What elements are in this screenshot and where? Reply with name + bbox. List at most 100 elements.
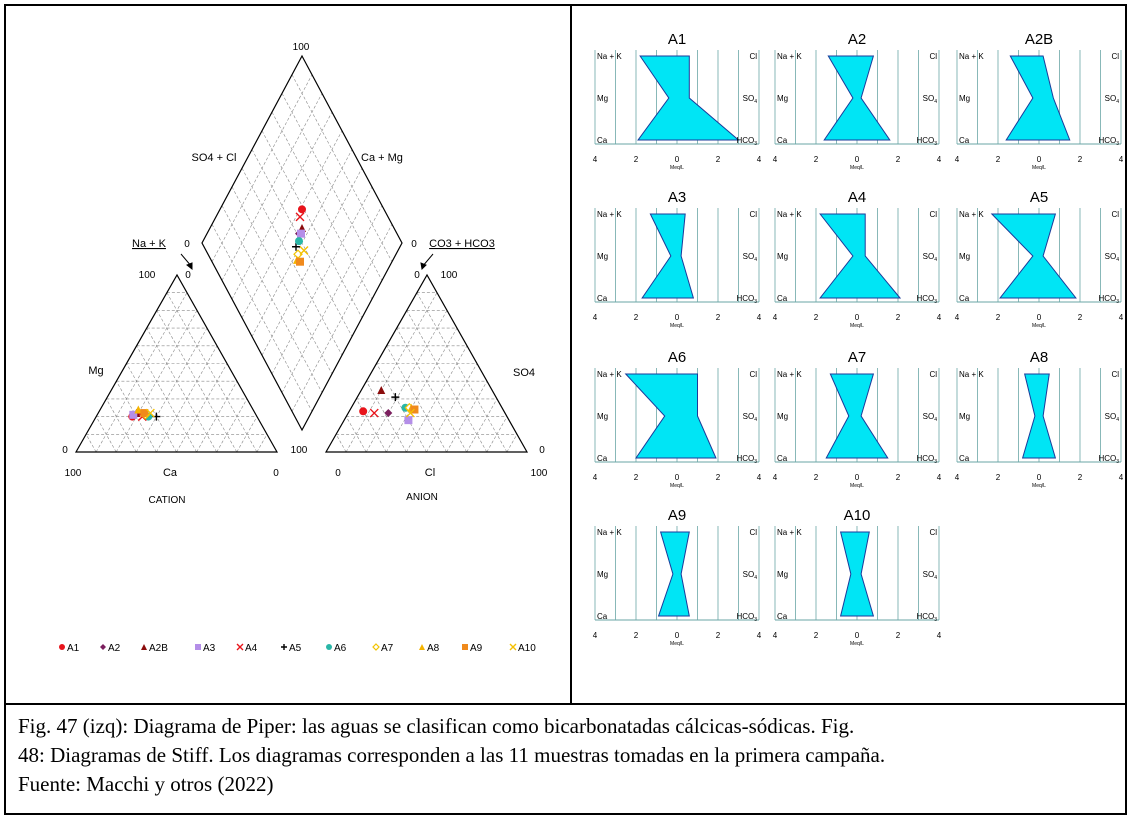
stiff-tick-label: 2 bbox=[716, 631, 721, 640]
legend-marker-a8 bbox=[419, 644, 425, 650]
diamond-gridline bbox=[281, 205, 383, 393]
cation-point-a10 bbox=[145, 408, 155, 418]
stiff-right-ion-label: HCO3 bbox=[736, 136, 757, 147]
stiff-right-ion-label: Cl bbox=[749, 210, 757, 219]
diamond-top-label: 100 bbox=[293, 42, 310, 53]
stiff-xlabel: Meq/L bbox=[850, 483, 864, 489]
legend-marker-a10 bbox=[509, 643, 517, 651]
stiff-tick-label: 2 bbox=[814, 473, 819, 482]
stiff-tick-label: 2 bbox=[814, 313, 819, 322]
anion-bottom-left-label: 0 bbox=[335, 468, 341, 479]
stiff-tick-label: 4 bbox=[937, 313, 942, 322]
legend-marker-a4 bbox=[236, 643, 244, 651]
diamond-outline bbox=[201, 54, 403, 432]
stiff-left-ion-label: Mg bbox=[597, 570, 608, 579]
legend-label-a7: A7 bbox=[381, 643, 394, 654]
legend-label-a8: A8 bbox=[427, 643, 440, 654]
stiff-title: A6 bbox=[668, 349, 686, 366]
stiff-left-ion-label: Na + K bbox=[959, 210, 984, 219]
stiff-left-ion-label: Ca bbox=[777, 454, 788, 463]
stiff-left-ion-label: Ca bbox=[959, 294, 970, 303]
anion-triangle-gridline bbox=[356, 398, 387, 453]
stiff-right-ion-label: SO4 bbox=[923, 252, 938, 263]
cation-triangle-gridline bbox=[85, 434, 97, 453]
nak-label: Na + K bbox=[132, 238, 167, 250]
ca-label: Ca bbox=[163, 467, 178, 479]
diamond-gridline bbox=[231, 186, 333, 375]
stiff-right-ion-label: SO4 bbox=[743, 570, 758, 581]
stiff-title: A3 bbox=[668, 189, 686, 206]
diamond-gridline bbox=[261, 130, 363, 318]
diamond-point-a4 bbox=[295, 212, 305, 222]
stiff-tick-label: 4 bbox=[955, 473, 960, 482]
stiff-left-ion-label: Na + K bbox=[597, 370, 622, 379]
anion-triangle-gridline bbox=[396, 327, 467, 453]
diamond-point-a6 bbox=[295, 237, 303, 246]
stiff-xlabel: Meq/L bbox=[850, 165, 864, 171]
sample-a9 bbox=[140, 257, 419, 418]
stiff-xlabel: Meq/L bbox=[670, 641, 684, 647]
stiff-right-ion-label: HCO3 bbox=[916, 294, 937, 305]
stiff-left-ion-label: Mg bbox=[959, 412, 970, 421]
stiff-right-ion-label: HCO3 bbox=[916, 612, 937, 623]
cation-apex-100-label: 100 bbox=[139, 270, 156, 281]
stiff-tick-label: 0 bbox=[1037, 473, 1042, 482]
legend-marker-a1 bbox=[59, 644, 65, 650]
stiff-left-ion-label: Na + K bbox=[777, 528, 802, 537]
legend-marker-a6 bbox=[326, 644, 332, 650]
nak-arrowhead bbox=[186, 262, 193, 271]
stiff-tick-label: 2 bbox=[716, 313, 721, 322]
stiff-tick-label: 4 bbox=[937, 155, 942, 164]
stiff-tick-label: 2 bbox=[996, 473, 1001, 482]
cation-triangle-gridline bbox=[136, 327, 208, 453]
stiff-title: A8 bbox=[1030, 349, 1048, 366]
cation-triangle-gridline bbox=[95, 416, 117, 453]
stiff-tick-label: 4 bbox=[757, 155, 762, 164]
diamond-point-a10 bbox=[299, 245, 309, 255]
stiff-tick-label: 4 bbox=[593, 313, 598, 322]
stiff-right-ion-label: SO4 bbox=[923, 94, 938, 105]
anion-triangle-gridline bbox=[386, 345, 447, 453]
stiff-left-ion-label: Mg bbox=[959, 94, 970, 103]
stiff-tick-label: 0 bbox=[675, 473, 680, 482]
piper-outlines bbox=[74, 54, 529, 453]
stiff-tick-label: 2 bbox=[996, 155, 1001, 164]
anion-triangle-outline bbox=[324, 273, 529, 453]
horizontal-divider bbox=[4, 703, 1127, 705]
cation-triangle-gridline bbox=[106, 398, 137, 453]
anion-point-a4 bbox=[369, 408, 379, 418]
stiff-left-ion-label: Na + K bbox=[597, 52, 622, 61]
stiff-left-ion-label: Ca bbox=[959, 136, 970, 145]
diamond-left-zero-label: 0 bbox=[184, 239, 190, 250]
stiff-polygon bbox=[1021, 373, 1057, 459]
stiff-tick-label: 4 bbox=[593, 631, 598, 640]
stiff-polygon bbox=[819, 213, 902, 299]
stiff-right-ion-label: Cl bbox=[1111, 52, 1119, 61]
stiff-left-ion-label: Ca bbox=[597, 294, 608, 303]
stiff-right-ion-label: HCO3 bbox=[1098, 294, 1119, 305]
anion-apex-0-label: 0 bbox=[414, 270, 420, 281]
cl-label: Cl bbox=[425, 467, 435, 479]
cation-triangle-gridline bbox=[256, 434, 268, 453]
stiff-left-ion-label: Na + K bbox=[597, 528, 622, 537]
stiff-tick-label: 4 bbox=[955, 155, 960, 164]
piper-grid bbox=[85, 74, 518, 453]
stiff-title: A2 bbox=[848, 31, 866, 48]
legend-marker-a7 bbox=[372, 643, 380, 651]
cation-point-a3 bbox=[129, 410, 138, 419]
stiff-polygon bbox=[823, 55, 891, 141]
stiff-tick-label: 0 bbox=[855, 631, 860, 640]
sample-a3 bbox=[129, 229, 413, 425]
stiff-polygon bbox=[657, 531, 690, 617]
stiff-right-ion-label: SO4 bbox=[1105, 412, 1120, 423]
diamond-left-side-label: SO4 + Cl bbox=[192, 152, 237, 164]
stiff-title: A5 bbox=[1030, 189, 1048, 206]
anion-triangle-gridline bbox=[386, 327, 458, 453]
stiff-tick-label: 2 bbox=[716, 155, 721, 164]
anion-point-a2b bbox=[377, 386, 386, 395]
stiff-tick-label: 2 bbox=[814, 631, 819, 640]
legend-marker-a2b bbox=[141, 644, 147, 650]
